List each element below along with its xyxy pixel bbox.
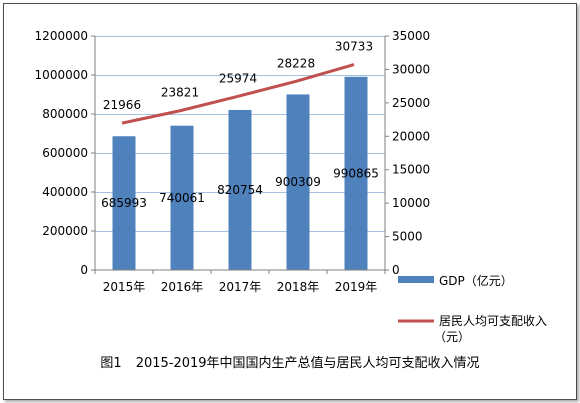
gdp-bar <box>112 136 136 270</box>
gdp-value-labels: 685993 740061 820754 900309 990865 <box>101 166 379 210</box>
x-tick-label: 2017年 <box>219 280 262 294</box>
legend-gdp-swatch <box>398 276 434 283</box>
income-value-label: 25974 <box>219 71 257 85</box>
gdp-value-label: 990865 <box>333 166 379 180</box>
right-tick-label: 30000 <box>392 62 430 76</box>
figure-number: 图1 <box>100 356 122 371</box>
income-value-label: 21966 <box>103 98 141 112</box>
legend-gdp-label: GDP（亿元） <box>439 273 513 288</box>
x-axis-ticks: 2015年 2016年 2017年 2018年 2019年 <box>94 270 386 294</box>
gdp-bar <box>344 76 368 270</box>
left-tick-label: 0 <box>80 263 88 277</box>
x-tick-label: 2019年 <box>335 280 378 294</box>
income-value-labels: 21966 23821 25974 28228 30733 <box>103 40 373 113</box>
gdp-value-label: 900309 <box>275 175 321 189</box>
right-tick-label: 15000 <box>392 163 430 177</box>
gdp-value-label: 740061 <box>159 191 205 205</box>
right-tick-label: 25000 <box>392 96 430 110</box>
right-tick-label: 0 <box>392 263 400 277</box>
figure-title: 2015-2019年中国国内生产总值与居民人均可支配收入情况 <box>135 356 480 371</box>
right-axis-ticks: 0 5000 10000 15000 20000 25000 30000 35000 <box>385 29 430 277</box>
gridlines <box>95 36 385 232</box>
x-tick-label: 2016年 <box>161 280 204 294</box>
legend-income-label-line1: 居民人均可支配收入 <box>439 314 547 328</box>
left-tick-label: 1000000 <box>35 68 88 82</box>
income-value-label: 23821 <box>161 86 199 100</box>
left-tick-label: 200000 <box>42 224 88 238</box>
legend-income-label-line2: （元） <box>434 330 470 344</box>
gdp-bars <box>112 76 368 270</box>
gdp-bar <box>228 109 252 270</box>
right-tick-label: 10000 <box>392 196 430 210</box>
gdp-bar <box>170 125 194 270</box>
figure-caption: 图1 2015-2019年中国国内生产总值与居民人均可支配收入情况 <box>0 352 580 371</box>
left-tick-label: 600000 <box>42 146 88 160</box>
right-tick-label: 35000 <box>392 29 430 43</box>
income-value-label: 28228 <box>277 56 315 70</box>
gdp-value-label: 685993 <box>101 196 147 210</box>
right-tick-label: 20000 <box>392 129 430 143</box>
legend: GDP（亿元） 居民人均可支配收入 （元） <box>398 273 547 344</box>
x-tick-label: 2015年 <box>103 280 146 294</box>
right-tick-label: 5000 <box>392 230 423 244</box>
gdp-bar <box>286 94 310 270</box>
income-line <box>121 63 355 125</box>
left-tick-label: 800000 <box>42 107 88 121</box>
gdp-value-label: 820754 <box>217 183 263 197</box>
left-tick-label: 1200000 <box>35 29 88 43</box>
left-axis-ticks: 0 200000 400000 600000 800000 1000000 1200000 <box>35 29 95 277</box>
income-value-label: 30733 <box>335 40 373 54</box>
left-tick-label: 400000 <box>42 185 88 199</box>
x-tick-label: 2018年 <box>277 280 320 294</box>
income-line-series <box>121 63 355 125</box>
